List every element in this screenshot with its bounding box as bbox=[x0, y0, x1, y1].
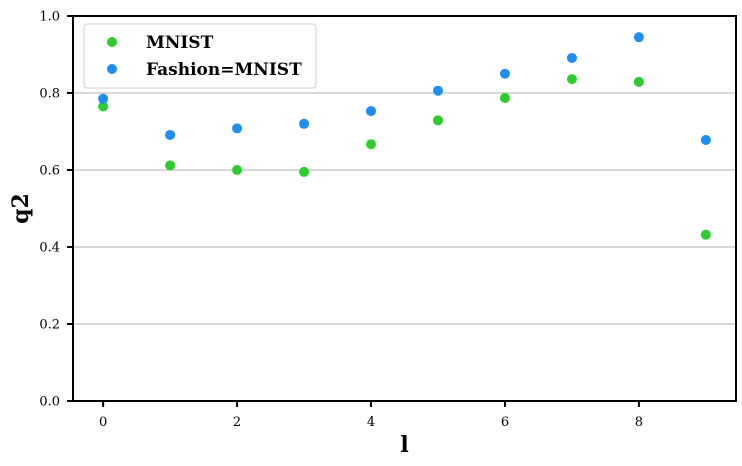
plot-frame bbox=[72, 15, 737, 402]
data-point bbox=[633, 32, 644, 43]
data-point bbox=[432, 85, 443, 96]
axis-ticks: 0 2 4 6 8 0.0 0.2 0.4 0.6 0.8 1.0 bbox=[39, 10, 643, 431]
data-point bbox=[299, 166, 310, 177]
x-axis-title: l bbox=[400, 432, 408, 458]
data-point bbox=[366, 139, 377, 150]
legend-label: MNIST bbox=[146, 33, 214, 53]
data-point bbox=[232, 165, 243, 175]
y-tick-label: 0.8 bbox=[39, 87, 60, 102]
x-tick-label: 4 bbox=[367, 415, 375, 430]
data-point bbox=[299, 118, 310, 129]
data-point bbox=[499, 93, 510, 104]
y-tick-label: 1.0 bbox=[39, 10, 60, 25]
y-tick-label: 0.2 bbox=[39, 318, 60, 333]
data-point bbox=[700, 229, 711, 240]
data-point bbox=[633, 76, 644, 87]
legend: MNIST Fashion=MNIST bbox=[83, 23, 317, 89]
data-point bbox=[165, 129, 176, 140]
legend-box bbox=[83, 23, 317, 89]
legend-marker bbox=[107, 64, 117, 74]
data-point bbox=[232, 123, 243, 134]
x-tick-label: 0 bbox=[99, 415, 107, 430]
x-tick-label: 2 bbox=[233, 415, 241, 430]
data-point bbox=[98, 101, 109, 112]
data-point bbox=[98, 93, 109, 104]
grid-lines bbox=[73, 92, 736, 325]
data-point bbox=[566, 74, 577, 85]
legend-label: Fashion=MNIST bbox=[146, 60, 302, 80]
data-point bbox=[432, 115, 443, 126]
y-tick-label: 0.6 bbox=[39, 164, 60, 179]
data-points bbox=[98, 32, 711, 240]
y-tick-label: 0.0 bbox=[39, 395, 60, 410]
y-axis-title: q2 bbox=[8, 193, 34, 224]
data-point bbox=[700, 134, 711, 145]
data-point bbox=[366, 106, 377, 117]
x-tick-label: 8 bbox=[635, 415, 643, 430]
data-point bbox=[499, 68, 510, 79]
data-point bbox=[165, 160, 176, 171]
legend-marker bbox=[107, 37, 117, 47]
y-tick-label: 0.4 bbox=[39, 241, 60, 256]
x-tick-label: 6 bbox=[501, 415, 509, 430]
data-point bbox=[566, 52, 577, 63]
